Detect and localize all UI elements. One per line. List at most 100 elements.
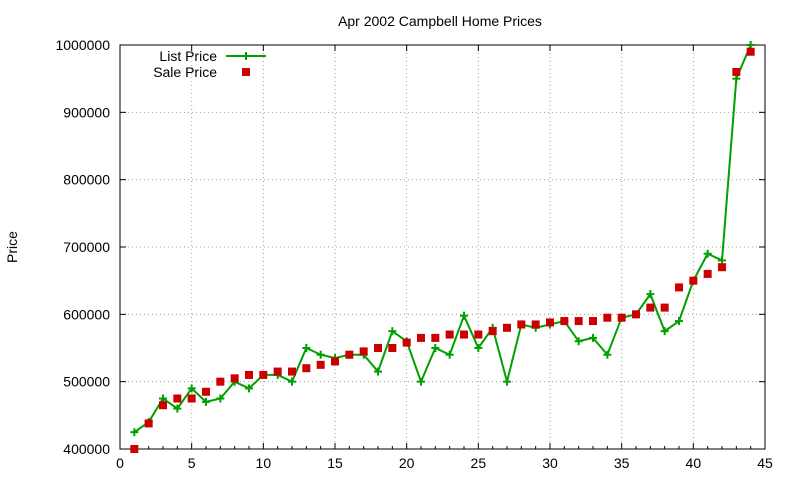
x-tick-label: 40 xyxy=(686,455,702,471)
sale-price-point xyxy=(660,303,669,312)
sale-price-point xyxy=(703,269,712,278)
sale-price-point xyxy=(173,394,182,403)
x-tick-label: 0 xyxy=(116,455,124,471)
list-price-point xyxy=(603,350,612,359)
list-price-point xyxy=(703,249,712,258)
sale-price-point xyxy=(374,344,382,352)
list-price-point xyxy=(589,333,597,342)
x-tick-label: 10 xyxy=(256,455,272,471)
list-price-point xyxy=(216,394,225,403)
y-axis-label: Price xyxy=(4,231,20,263)
y-tick-label: 1000000 xyxy=(55,37,110,53)
list-price-point xyxy=(675,317,683,326)
sale-price-point xyxy=(517,320,526,329)
sale-price-point xyxy=(546,318,554,327)
list-price-point xyxy=(718,256,726,265)
x-tick-label: 15 xyxy=(327,455,343,471)
x-tick-label: 20 xyxy=(399,455,415,471)
sale-price-point xyxy=(675,283,683,292)
list-price-point xyxy=(302,344,311,352)
legend-label-list-price: List Price xyxy=(159,48,217,64)
x-tick-label: 5 xyxy=(188,455,196,471)
y-tick-label: 700000 xyxy=(63,239,110,255)
list-price-point xyxy=(130,428,139,437)
list-price-point xyxy=(288,377,296,386)
x-tick-label: 45 xyxy=(757,455,773,471)
sale-price-point xyxy=(445,330,454,339)
sale-price-point xyxy=(474,330,483,339)
sale-price-point xyxy=(316,360,325,369)
sale-price-point xyxy=(230,374,239,383)
sale-price-point xyxy=(402,338,411,347)
sale-price-point xyxy=(689,276,698,285)
y-tick-label: 900000 xyxy=(63,104,110,120)
sale-price-point xyxy=(718,263,726,272)
sale-price-point xyxy=(187,394,196,403)
sale-price-point xyxy=(345,350,354,359)
sale-price-point xyxy=(216,377,225,386)
y-tick-label: 500000 xyxy=(63,374,110,390)
x-tick-label: 25 xyxy=(471,455,487,471)
list-price-point xyxy=(388,327,397,336)
list-price-point xyxy=(159,394,167,403)
sale-price-point xyxy=(531,320,540,329)
sale-price-point xyxy=(130,445,139,453)
series-layer xyxy=(130,41,755,453)
y-tick-label: 400000 xyxy=(63,441,110,457)
sale-price-point xyxy=(202,387,210,396)
list-price-point xyxy=(574,337,583,346)
sale-price-point xyxy=(388,344,397,352)
sale-price-point xyxy=(574,317,583,326)
chart-title: Apr 2002 Campbell Home Prices xyxy=(338,13,542,29)
list-price-point xyxy=(245,384,253,393)
sale-price-point xyxy=(144,419,153,428)
sale-price-point xyxy=(273,367,282,376)
list-price-point xyxy=(202,397,210,406)
sale-price-point xyxy=(646,303,655,312)
sale-price-point xyxy=(431,333,440,342)
sale-price-point xyxy=(603,313,612,322)
list-price-point xyxy=(316,350,325,359)
list-price-line xyxy=(133,44,752,433)
tick-layer: 0 5 10 15 20 25 30 35 40 45 400000 500000 600000 7000… xyxy=(55,37,773,471)
list-price-point xyxy=(431,344,440,352)
y-tick-label: 800000 xyxy=(63,172,110,188)
sale-price-point xyxy=(302,364,311,373)
sale-price-point xyxy=(732,67,741,76)
sale-price-point xyxy=(746,47,755,56)
list-price-point xyxy=(746,41,755,49)
sale-price-point xyxy=(359,347,368,356)
sale-price-point xyxy=(460,330,468,339)
list-price-point xyxy=(660,327,669,336)
list-price-point xyxy=(173,404,182,413)
legend-swatch-sale-price xyxy=(242,68,250,76)
plot-frame xyxy=(119,44,766,450)
list-price-point xyxy=(374,367,382,376)
list-price-point xyxy=(460,311,468,320)
list-price-point xyxy=(474,344,483,352)
sale-price-point xyxy=(632,310,640,319)
x-tick-label: 35 xyxy=(614,455,630,471)
sale-price-point xyxy=(259,370,268,379)
y-tick-label: 600000 xyxy=(63,306,110,322)
sale-price-point xyxy=(331,357,339,366)
x-tick-label: 30 xyxy=(542,455,558,471)
list-price-point xyxy=(187,384,196,393)
sale-price-point xyxy=(417,333,425,342)
list-price-point xyxy=(445,350,454,359)
grid-layer xyxy=(120,45,765,449)
sale-price-point xyxy=(617,313,626,322)
sale-price-point xyxy=(589,317,597,326)
list-price-point xyxy=(646,290,655,299)
sale-price-point xyxy=(159,401,167,410)
sale-price-point xyxy=(288,367,296,376)
sale-price-point xyxy=(503,323,511,332)
sale-price-point xyxy=(245,370,253,379)
legend-label-sale-price: Sale Price xyxy=(153,64,217,80)
sale-price-point xyxy=(560,317,569,326)
list-price-point xyxy=(503,377,511,386)
list-price-point xyxy=(732,74,741,83)
list-price-point xyxy=(417,377,425,386)
